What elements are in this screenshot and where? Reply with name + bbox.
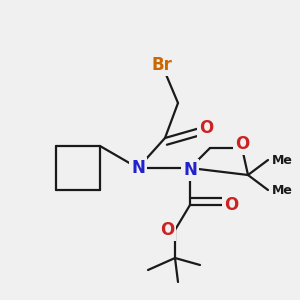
Text: N: N (131, 159, 145, 177)
Text: O: O (199, 119, 213, 137)
Text: Me: Me (272, 184, 292, 196)
Text: O: O (224, 196, 238, 214)
Text: Me: Me (272, 154, 292, 166)
Text: Br: Br (152, 56, 172, 74)
Text: N: N (183, 161, 197, 179)
Text: O: O (235, 135, 249, 153)
Text: O: O (160, 221, 174, 239)
